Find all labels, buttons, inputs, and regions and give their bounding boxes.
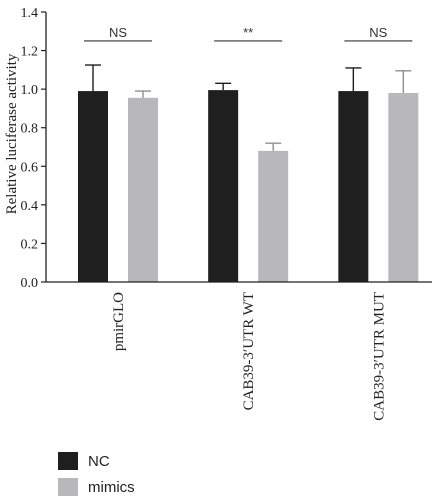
legend-label-mimics: mimics	[88, 479, 135, 496]
y-tick-label: 0.6	[21, 160, 39, 175]
legend-swatch-nc	[58, 452, 78, 470]
legend: NC mimics	[58, 452, 135, 496]
significance-markers: NS ** NS	[84, 25, 413, 42]
y-axis-label: Relative luciferase activity	[4, 53, 20, 214]
bar-mimics-1	[128, 97, 158, 282]
bar-nc-1	[78, 91, 108, 282]
significance-label: NS	[369, 25, 387, 40]
y-tick-label: 0.2	[21, 237, 39, 252]
legend-label-nc: NC	[88, 453, 110, 470]
y-tick-label: 0.4	[21, 199, 39, 214]
x-axis: pmirGLO CAB39-3′UTR WT CAB39-3′UTR MUT	[46, 281, 432, 421]
bar-nc-3	[338, 91, 369, 282]
bar-mimics-2	[258, 150, 289, 282]
bar-nc-2	[208, 90, 239, 282]
significance-label: **	[243, 25, 253, 40]
y-tick-label: 0.0	[21, 276, 39, 291]
x-category-label: CAB39-3′UTR MUT	[371, 292, 387, 421]
y-tick-label: 0.8	[21, 122, 39, 137]
y-tick-label: 1.2	[21, 45, 39, 60]
x-category-label: CAB39-3′UTR WT	[241, 292, 257, 410]
legend-swatch-mimics	[58, 478, 78, 496]
x-category-label: pmirGLO	[111, 292, 127, 351]
bar-mimics-3	[388, 93, 419, 282]
y-axis: 0.0 0.2 0.4 0.6 0.8 1.0 1.2 1.4	[21, 6, 47, 291]
y-tick-label: 1.4	[21, 6, 39, 21]
significance-label: NS	[109, 25, 127, 40]
y-tick-label: 1.0	[21, 83, 39, 98]
bars	[78, 90, 419, 282]
error-bars	[85, 64, 412, 151]
